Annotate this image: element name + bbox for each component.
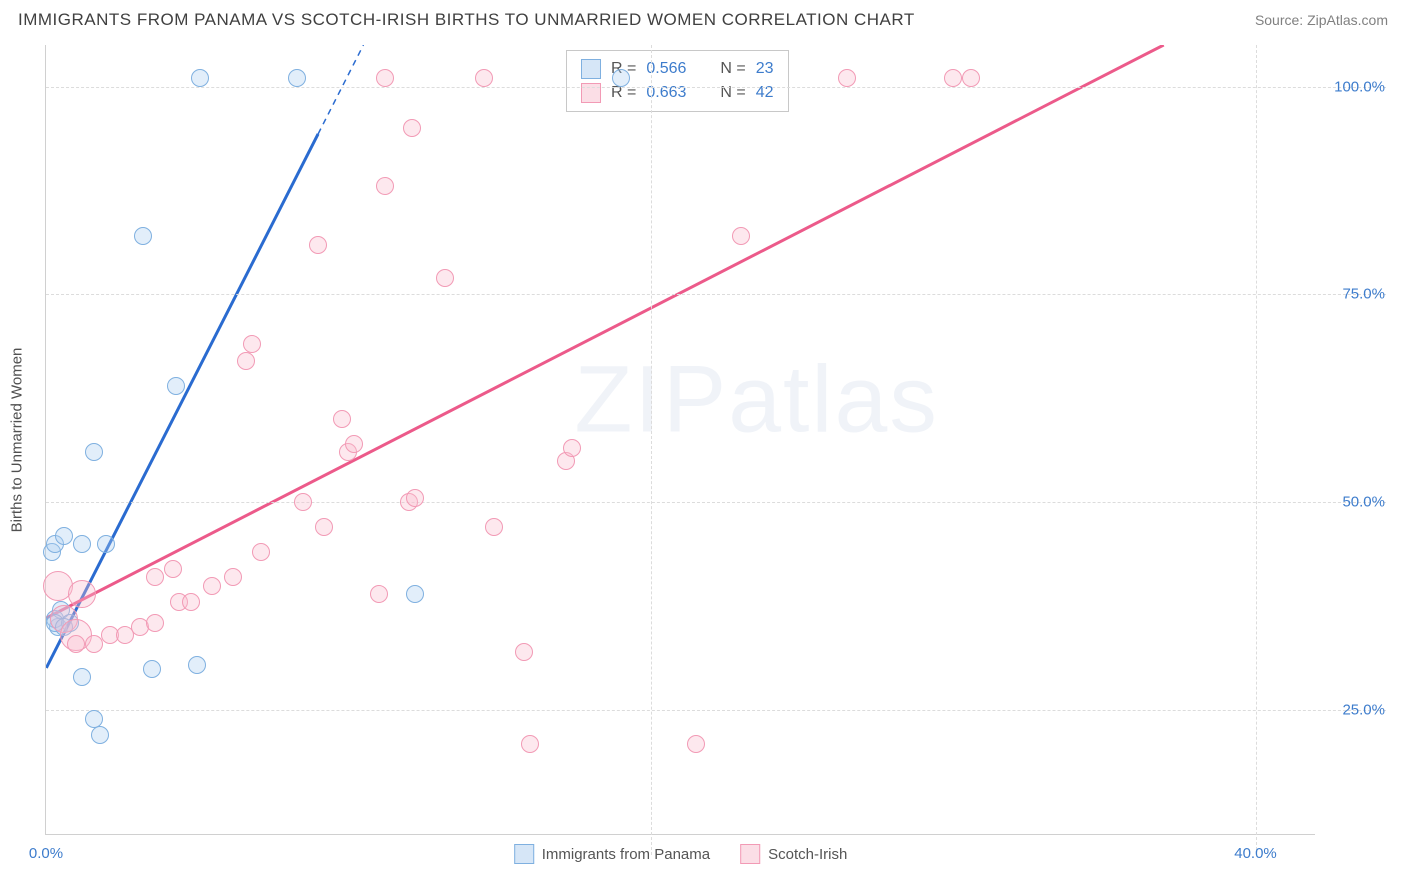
data-point: [612, 69, 630, 87]
gridline-h: [46, 294, 1386, 295]
legend-label: Scotch-Irish: [768, 846, 847, 863]
r-value: 0.566: [646, 60, 686, 78]
data-point: [237, 352, 255, 370]
legend-row: R =0.663N =42: [581, 81, 774, 105]
y-axis-label: Births to Unmarried Women: [9, 348, 26, 533]
data-point: [243, 335, 261, 353]
data-point: [143, 660, 161, 678]
data-point: [962, 69, 980, 87]
ytick-label: 75.0%: [1325, 286, 1385, 303]
data-point: [436, 269, 454, 287]
data-point: [146, 614, 164, 632]
data-point: [944, 69, 962, 87]
data-point: [167, 377, 185, 395]
data-point: [191, 69, 209, 87]
data-point: [406, 585, 424, 603]
data-point: [838, 69, 856, 87]
data-point: [309, 236, 327, 254]
chart-title: IMMIGRANTS FROM PANAMA VS SCOTCH-IRISH B…: [18, 10, 915, 30]
data-point: [370, 585, 388, 603]
trend-lines: [46, 45, 1315, 834]
gridline-v: [1256, 45, 1257, 855]
data-point: [376, 177, 394, 195]
gridline-v: [651, 45, 652, 855]
gridline-h: [46, 502, 1386, 503]
data-point: [403, 119, 421, 137]
legend-row: R =0.566N =23: [581, 57, 774, 81]
data-point: [563, 439, 581, 457]
legend-swatch: [740, 844, 760, 864]
data-point: [146, 568, 164, 586]
data-point: [73, 668, 91, 686]
data-point: [97, 535, 115, 553]
xtick-label: 40.0%: [1234, 845, 1277, 862]
data-point: [67, 635, 85, 653]
xtick-label: 0.0%: [29, 845, 63, 862]
data-point: [134, 227, 152, 245]
data-point: [188, 656, 206, 674]
data-point: [345, 435, 363, 453]
data-point: [732, 227, 750, 245]
ytick-label: 50.0%: [1325, 494, 1385, 511]
n-label: N =: [720, 60, 745, 78]
n-value: 23: [756, 60, 774, 78]
watermark: ZIPatlas: [574, 346, 938, 455]
data-point: [485, 518, 503, 536]
data-point: [73, 535, 91, 553]
data-point: [224, 568, 242, 586]
data-point: [91, 726, 109, 744]
legend-item: Scotch-Irish: [740, 844, 847, 864]
legend-swatch: [581, 59, 601, 79]
legend-swatch: [514, 844, 534, 864]
gridline-h: [46, 87, 1386, 88]
legend-correlation: R =0.566N =23R =0.663N =42: [566, 50, 789, 112]
legend-series: Immigrants from Panama Scotch-Irish: [514, 844, 848, 864]
data-point: [521, 735, 539, 753]
chart-area: Births to Unmarried Women ZIPatlas R =0.…: [45, 45, 1385, 835]
data-point: [376, 69, 394, 87]
data-point: [333, 410, 351, 428]
data-point: [55, 527, 73, 545]
ytick-label: 100.0%: [1325, 78, 1385, 95]
data-point: [406, 489, 424, 507]
data-point: [182, 593, 200, 611]
gridline-h: [46, 710, 1386, 711]
data-point: [315, 518, 333, 536]
data-point: [203, 577, 221, 595]
data-point: [288, 69, 306, 87]
legend-label: Immigrants from Panama: [542, 846, 710, 863]
data-point: [475, 69, 493, 87]
data-point: [85, 443, 103, 461]
data-point: [68, 580, 96, 608]
data-point: [85, 710, 103, 728]
data-point: [164, 560, 182, 578]
ytick-label: 25.0%: [1325, 702, 1385, 719]
data-point: [515, 643, 533, 661]
plot-region: ZIPatlas R =0.566N =23R =0.663N =42 Immi…: [45, 45, 1315, 835]
data-point: [294, 493, 312, 511]
data-point: [252, 543, 270, 561]
data-point: [687, 735, 705, 753]
source-label: Source: ZipAtlas.com: [1255, 12, 1388, 28]
legend-item: Immigrants from Panama: [514, 844, 710, 864]
